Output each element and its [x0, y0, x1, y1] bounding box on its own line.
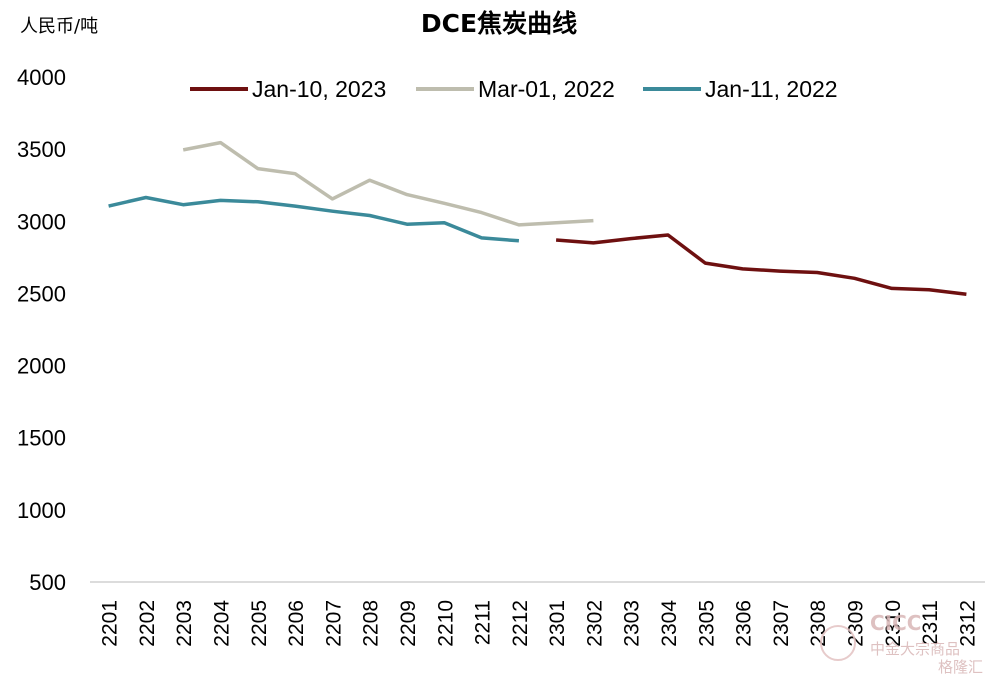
y-axis-ticks: 500 1000 1500 2000 2500 3000 3500 4000	[17, 65, 66, 595]
x-tick-label: 2201	[99, 600, 122, 647]
x-tick-label: 2207	[322, 600, 345, 647]
x-tick-label: 2311	[919, 600, 942, 645]
x-tick-label: 2312	[956, 600, 979, 647]
series-line	[108, 195, 520, 243]
y-tick-label: 3000	[17, 209, 66, 234]
x-tick-label: 2204	[211, 600, 234, 647]
series-line	[182, 140, 594, 227]
y-tick-label: 2500	[17, 281, 66, 306]
series-lines	[108, 140, 967, 296]
y-tick-label: 4000	[17, 65, 66, 90]
y-tick-label: 2000	[17, 354, 66, 379]
x-tick-label: 2304	[658, 600, 681, 647]
legend: Jan-10, 2023 Mar-01, 2022 Jan-11, 2022	[190, 76, 838, 102]
x-tick-label: 2202	[136, 600, 159, 647]
x-tick-label: 2303	[621, 600, 644, 647]
legend-entry: Mar-01, 2022	[478, 76, 615, 102]
x-tick-label: 2301	[546, 600, 569, 647]
x-tick-label: 2203	[173, 600, 196, 647]
x-tick-label: 2305	[695, 600, 718, 647]
y-tick-label: 1000	[17, 498, 66, 523]
x-tick-label: 2212	[509, 600, 532, 647]
x-tick-label: 2209	[397, 600, 420, 647]
x-tick-label: 2309	[844, 600, 867, 647]
watermark-logo-text: 格隆汇	[938, 658, 983, 676]
y-tick-label: 1500	[17, 426, 66, 451]
x-tick-label: 2308	[807, 600, 830, 647]
y-tick-label: 3500	[17, 137, 66, 162]
watermark: CICC 中金大宗商品 格隆汇	[820, 611, 983, 676]
watermark-cn: 中金大宗商品	[870, 640, 960, 658]
y-unit-label: 人民币/吨	[20, 16, 98, 37]
legend-entry: Jan-10, 2023	[252, 76, 386, 102]
watermark-brand: CICC	[870, 611, 921, 635]
x-axis-ticks: 2201 2202 2203 2204 2205 2206 2207 2208 2209 2210…	[99, 600, 980, 647]
watermark-logo-icon	[820, 625, 856, 661]
x-tick-label: 2307	[770, 600, 793, 647]
x-tick-label: 2208	[360, 600, 383, 647]
legend-entry: Jan-11, 2022	[705, 76, 838, 102]
series-line	[555, 233, 967, 296]
x-tick-label: 2211	[472, 600, 495, 645]
x-tick-label: 2302	[583, 600, 606, 647]
y-tick-label: 500	[29, 570, 66, 595]
x-tick-label: 2310	[882, 600, 905, 647]
x-tick-label: 2206	[285, 600, 308, 647]
x-tick-label: 2210	[434, 600, 457, 647]
x-tick-label: 2306	[733, 600, 756, 647]
x-tick-label: 2205	[248, 600, 271, 647]
chart-title: DCE焦炭曲线	[421, 9, 577, 38]
